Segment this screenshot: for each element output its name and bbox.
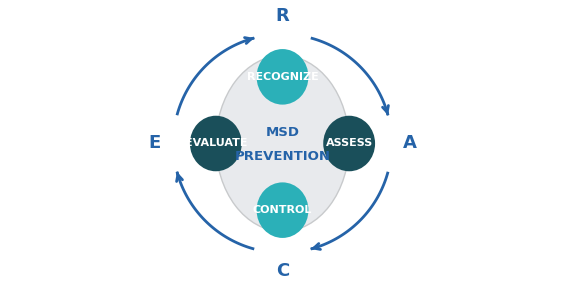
- Text: R: R: [276, 7, 289, 25]
- Ellipse shape: [257, 49, 308, 105]
- Text: EVALUATE: EVALUATE: [185, 139, 247, 148]
- Text: PREVENTION: PREVENTION: [234, 150, 331, 163]
- Text: ASSESS: ASSESS: [325, 139, 373, 148]
- Text: C: C: [276, 262, 289, 280]
- Ellipse shape: [190, 116, 242, 171]
- Ellipse shape: [257, 182, 308, 238]
- Text: E: E: [149, 135, 161, 152]
- Text: CONTROL: CONTROL: [253, 205, 312, 215]
- Ellipse shape: [216, 56, 349, 231]
- Ellipse shape: [323, 116, 375, 171]
- Text: RECOGNIZE: RECOGNIZE: [247, 72, 318, 82]
- Text: MSD: MSD: [266, 126, 299, 139]
- Text: A: A: [403, 135, 417, 152]
